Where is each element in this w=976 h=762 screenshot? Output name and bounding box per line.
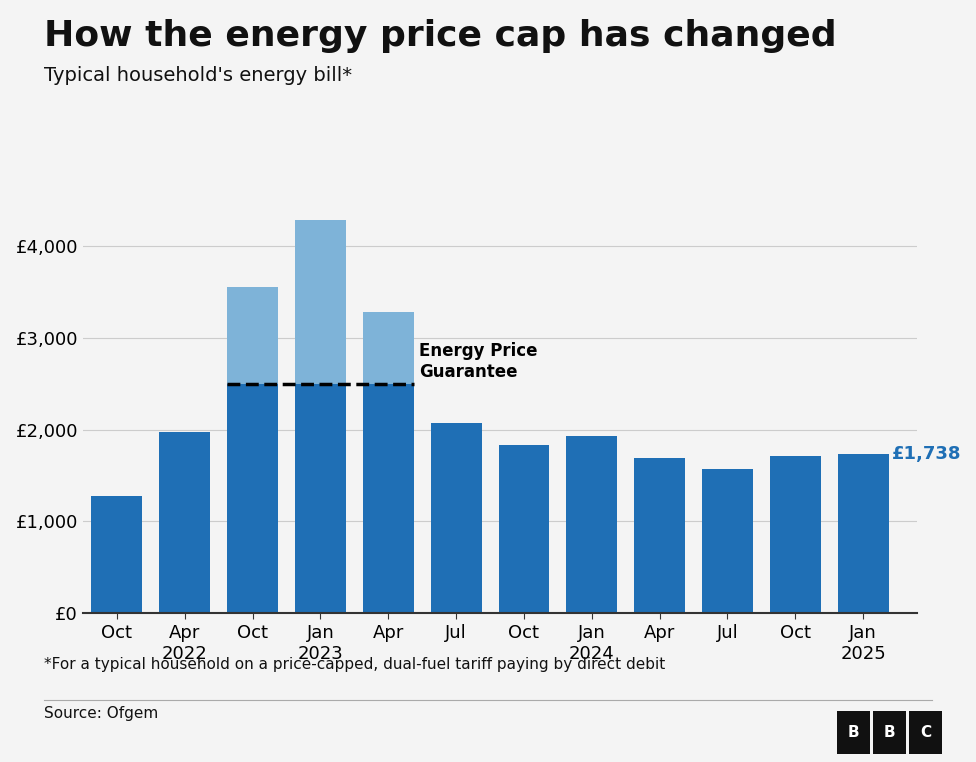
Bar [363, 312, 414, 383]
Bar [227, 383, 278, 613]
Text: B: B [884, 725, 896, 740]
Bar [159, 432, 210, 613]
FancyBboxPatch shape [874, 710, 907, 754]
Text: B: B [848, 725, 860, 740]
Bar [837, 453, 888, 613]
Bar [363, 383, 414, 613]
Text: Typical household's energy bill*: Typical household's energy bill* [44, 66, 352, 85]
Bar [92, 496, 142, 613]
Bar [566, 436, 617, 613]
Bar [634, 458, 685, 613]
Bar [430, 423, 481, 613]
Bar [295, 383, 346, 613]
Text: C: C [920, 725, 931, 740]
FancyBboxPatch shape [909, 710, 942, 754]
FancyBboxPatch shape [837, 710, 871, 754]
Text: £1,738: £1,738 [892, 444, 961, 463]
Text: Source: Ofgem: Source: Ofgem [44, 706, 158, 721]
Text: *For a typical household on a price-capped, dual-fuel tariff paying by direct de: *For a typical household on a price-capp… [44, 657, 666, 672]
Text: Energy Price
Guarantee: Energy Price Guarantee [419, 342, 538, 381]
Bar [499, 445, 549, 613]
Bar [702, 469, 752, 613]
Bar [295, 220, 346, 383]
Text: How the energy price cap has changed: How the energy price cap has changed [44, 19, 836, 53]
Bar [227, 287, 278, 383]
Bar [770, 456, 821, 613]
